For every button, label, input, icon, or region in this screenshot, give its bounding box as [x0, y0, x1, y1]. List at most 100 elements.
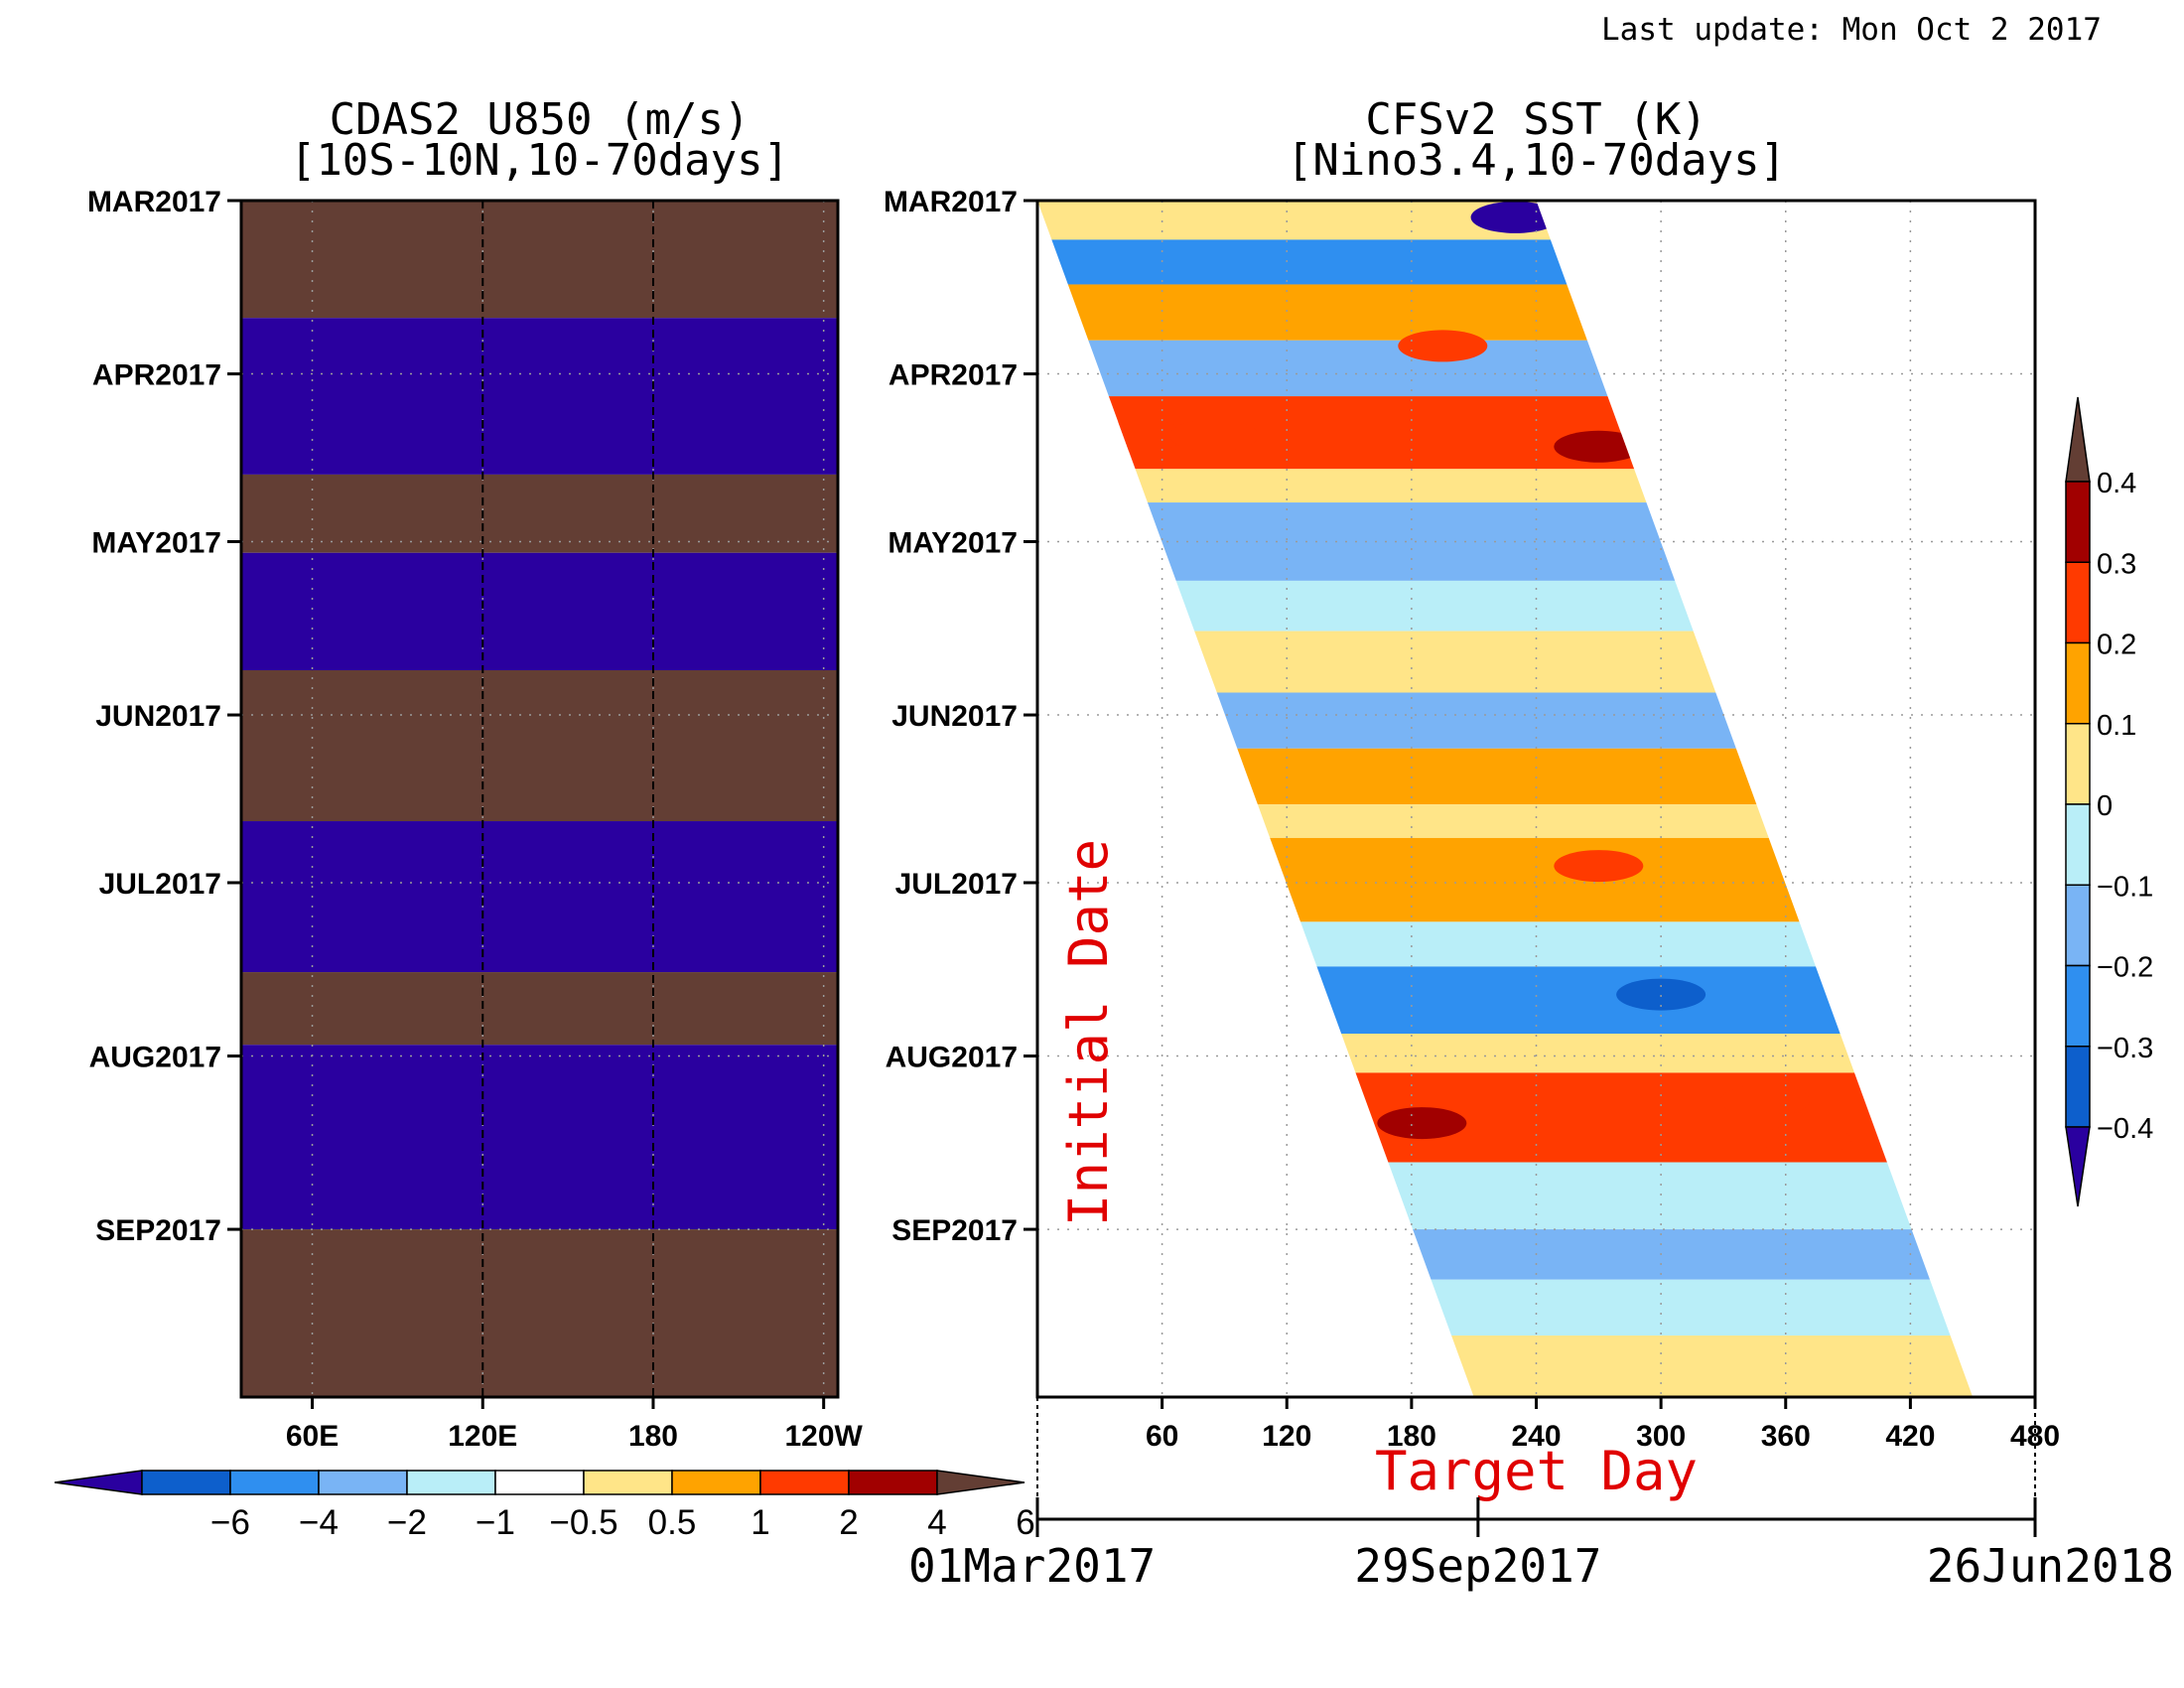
colorbar-label: −1	[476, 1503, 515, 1542]
u850-ytick-label: MAR2017	[87, 186, 221, 218]
colorbar-swatch	[2065, 964, 2091, 1048]
colorbar-swatch	[406, 1470, 496, 1495]
u850-ytick-label: SEP2017	[95, 1214, 221, 1247]
u850-band	[241, 201, 838, 319]
sst-xtick-label: 420	[1885, 1420, 1935, 1453]
colorbar-swatch	[229, 1470, 320, 1495]
last-update-text: Last update: Mon Oct 2 2017	[1601, 12, 2102, 48]
u850-band	[241, 1045, 838, 1230]
sst-colorbar: 0.4 0.3 0.2 0.1 0 −0.1 −0.2 −0.3 −0.4	[2065, 396, 2153, 1207]
sst-blob	[1761, 1123, 1851, 1156]
sst-blob	[1470, 201, 1561, 233]
u850-ytick-label: AUG2017	[89, 1042, 221, 1074]
u850-xtick-label: 60E	[286, 1420, 339, 1453]
colorbar-swatch	[848, 1470, 938, 1495]
sst-xtick-label: 120	[1262, 1420, 1311, 1453]
sst-blob	[1377, 1107, 1467, 1140]
colorbar-label: −4	[299, 1503, 339, 1542]
colorbar-swatch	[318, 1470, 408, 1495]
sst-xtick-label: 60	[1146, 1420, 1178, 1453]
u850-xtick-label: 180	[628, 1420, 678, 1453]
sst-xtick-label: 180	[1387, 1420, 1436, 1453]
colorbar-swatch	[2065, 481, 2091, 563]
u850-ytick-label: JUL2017	[99, 868, 221, 901]
sst-xtick-label: 240	[1511, 1420, 1561, 1453]
colorbar-label: 1	[751, 1503, 769, 1542]
colorbar-swatch	[583, 1470, 673, 1495]
colorbar-swatch	[671, 1470, 761, 1495]
sst-band	[1037, 340, 1974, 397]
u850-band	[241, 474, 838, 553]
colorbar-swatch	[759, 1470, 850, 1495]
colorbar-swatch	[494, 1470, 585, 1495]
u850-band	[241, 552, 838, 670]
u850-band	[241, 1229, 838, 1397]
date-axis: 01Mar2017 29Sep2017 26Jun2018	[908, 1397, 2174, 1593]
colorbar-label: 0.2	[2097, 630, 2136, 661]
colorbar-label: −0.1	[2097, 871, 2153, 903]
sst-ytick-label: JUN2017	[891, 700, 1018, 733]
sst-ytick-label: APR2017	[888, 359, 1018, 392]
sst-band	[1037, 692, 1974, 749]
sst-xtick-label: 360	[1761, 1420, 1811, 1453]
u850-band	[241, 669, 838, 822]
u850-xtick-label: 120E	[448, 1420, 517, 1453]
u850-frame	[239, 199, 840, 1399]
colorbar-swatch	[141, 1470, 231, 1495]
colorbar-label: −0.5	[549, 1503, 617, 1542]
sst-band	[1037, 921, 1974, 967]
colorbar-label: 0.4	[2097, 468, 2136, 499]
sst-xtick-label: 300	[1636, 1420, 1686, 1453]
u850-title: CDAS2 U850 (m/s)	[330, 94, 751, 145]
sst-blob	[1168, 419, 1259, 452]
sst-band	[1037, 837, 1974, 922]
sst-subtitle: [Nino3.4,10-70days]	[1287, 135, 1786, 186]
sst-blob	[1719, 1084, 1810, 1117]
sst-band	[1037, 1162, 1974, 1230]
colorbar-label: −0.2	[2097, 952, 2153, 984]
u850-ytick-label: APR2017	[92, 359, 221, 392]
u850-ytick-label: JUN2017	[95, 700, 221, 733]
sst-ytick-label: SEP2017	[891, 1214, 1018, 1247]
sst-band	[1037, 631, 1974, 693]
colorbar-label: −6	[210, 1503, 250, 1542]
colorbar-label: −0.4	[2097, 1113, 2153, 1145]
colorbar-label: −0.3	[2097, 1033, 2153, 1064]
sst-xlabel: Target Day	[1375, 1440, 1698, 1502]
colorbar-label: 0.5	[648, 1503, 697, 1542]
u850-subtitle: [10S-10N,10-70days]	[290, 135, 789, 186]
sst-panel: MAR2017 APR2017 MAY2017 JUN2017 JUL2017 AUG20…	[884, 94, 2060, 1502]
sst-ytick-label: AUG2017	[886, 1042, 1018, 1074]
colorbar-max-arrow	[2065, 396, 2091, 483]
sst-ytick-label: MAR2017	[884, 186, 1018, 218]
colorbar-label: 0.1	[2097, 710, 2136, 742]
date-axis-label: 26Jun2018	[1927, 1539, 2174, 1593]
u850-ytick-label: MAY2017	[91, 526, 221, 559]
colorbar-swatch	[2065, 561, 2091, 644]
colorbar-label: −2	[387, 1503, 427, 1542]
sst-ylabel: Initial Date	[1057, 839, 1120, 1226]
colorbar-max-arrow	[936, 1470, 1025, 1495]
u850-band	[241, 318, 838, 475]
sst-band	[1037, 1279, 1974, 1336]
sst-blob	[1554, 430, 1644, 463]
date-axis-label: 01Mar2017	[908, 1539, 1156, 1593]
colorbar-label: 4	[927, 1503, 946, 1542]
u850-band	[241, 821, 838, 973]
colorbar-label: 2	[839, 1503, 858, 1542]
u850-colorbar: −6 −4 −2 −1 −0.5 0.5 1 2 4 6	[54, 1470, 1035, 1542]
sst-blob	[1616, 978, 1706, 1011]
u850-panel: MAR2017 APR2017 MAY2017 JUN2017 JUL2017 AUG20…	[87, 94, 864, 1453]
colorbar-swatch	[2065, 1046, 2091, 1128]
colorbar-min-arrow	[2065, 1126, 2091, 1207]
sst-ytick-label: JUL2017	[895, 868, 1018, 901]
u850-band	[241, 972, 838, 1046]
colorbar-swatch	[2065, 641, 2091, 725]
sst-band	[1037, 1336, 1974, 1397]
sst-band	[1037, 469, 1974, 503]
date-axis-label: 29Sep2017	[1354, 1539, 1601, 1593]
colorbar-swatch	[2065, 884, 2091, 967]
sst-band	[1037, 1033, 1974, 1073]
